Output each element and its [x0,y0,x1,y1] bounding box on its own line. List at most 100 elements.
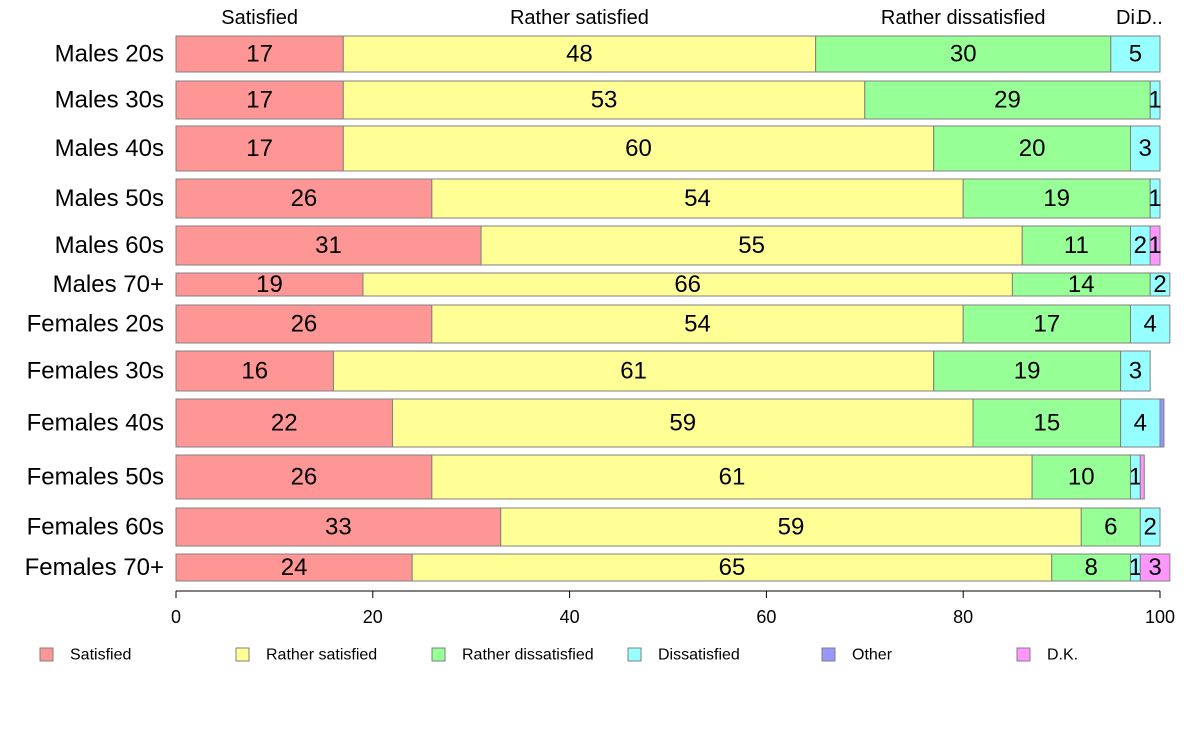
bar-rather-satisfied-males-20s [342,35,817,73]
bar-rather-dissatisfied-males-50s [962,178,1151,219]
value-label-rather-satisfied-males-30s: 53 [591,87,618,114]
value-label-satisfied-females-60s: 33 [325,514,352,541]
value-label-dissatisfied-males-20s: 5 [1129,41,1142,68]
bar-dissatisfied-males-30s [1149,80,1161,120]
legend-label-d-k: D.K. [1047,647,1078,664]
category-label-males-60s: Males 60s [55,232,164,259]
bar-dissatisfied-females-40s [1120,398,1161,448]
top-label-2: Rather dissatisfied [881,7,1046,29]
x-axis: 0 20 40 60 80 100 [171,590,1175,627]
x-tick-label-60: 60 [756,607,776,627]
value-label-rather-satisfied-females-60s: 59 [778,514,805,541]
value-label-rather-dissatisfied-females-20s: 17 [1033,311,1060,338]
value-label-satisfied-males-20s: 17 [246,41,273,68]
top-label-1: Rather satisfied [510,7,649,29]
x-tick-label-20: 20 [363,607,383,627]
legend-swatch-rather-satisfied [235,647,250,662]
value-label-satisfied-females-20s: 26 [291,311,318,338]
category-label-females-70: Females 70+ [25,554,164,581]
bar-rather-dissatisfied-males-30s [864,80,1151,120]
bar-satisfied-females-20s [175,304,433,344]
value-label-d-k-females-70: 3 [1148,554,1161,581]
bar-rather-satisfied-males-60s [480,225,1023,266]
bar-rather-dissatisfied-females-30s [933,350,1122,392]
bar-satisfied-males-40s [175,125,344,172]
category-label-females-30s: Females 30s [27,358,164,385]
value-label-rather-satisfied-males-50s: 54 [684,185,711,212]
value-label-d-k-males-60s: 1 [1148,232,1161,259]
value-label-satisfied-females-50s: 26 [291,464,318,491]
value-label-rather-dissatisfied-males-30s: 29 [994,87,1021,114]
value-label-rather-satisfied-males-60s: 55 [738,232,765,259]
bar-satisfied-females-40s [175,398,393,448]
bar-rather-satisfied-males-40s [342,125,935,172]
value-label-satisfied-females-70: 24 [281,554,308,581]
bar-satisfied-females-50s [175,454,433,500]
value-label-dissatisfied-females-70: 1 [1129,554,1142,581]
bar-dissatisfied-females-30s [1120,350,1151,392]
value-label-rather-dissatisfied-females-40s: 15 [1033,410,1060,437]
top-series-labels: Satisfied Rather satisfied Rather dissatis… [221,7,1163,29]
bar-rather-dissatisfied-females-60s [1080,507,1141,547]
category-label-males-70: Males 70+ [53,271,164,298]
bar-rather-dissatisfied-males-60s [1021,225,1131,266]
value-label-dissatisfied-females-40s: 4 [1134,410,1147,437]
category-label-females-50s: Females 50s [27,464,164,491]
bar-satisfied-males-30s [175,80,344,120]
value-label-dissatisfied-males-60s: 2 [1134,232,1147,259]
value-label-dissatisfied-females-60s: 2 [1143,514,1156,541]
bar-dissatisfied-females-60s [1139,507,1161,547]
value-label-rather-dissatisfied-females-50s: 10 [1068,464,1095,491]
value-label-rather-satisfied-females-50s: 61 [719,464,746,491]
category-label-females-40s: Females 40s [27,410,164,437]
bar-rather-dissatisfied-females-50s [1031,454,1131,500]
legend: Satisfied Rather satisfied Rather dissatis… [39,647,1078,664]
value-label-rather-satisfied-females-40s: 59 [669,410,696,437]
value-label-satisfied-males-70: 19 [256,271,283,298]
bar-satisfied-females-60s [175,507,502,547]
bar-satisfied-males-50s [175,178,433,219]
category-label-males-40s: Males 40s [55,135,164,162]
category-label-females-20s: Females 20s [27,311,164,338]
category-label-males-30s: Males 30s [55,87,164,114]
bar-rather-satisfied-females-50s [431,454,1033,500]
bar-rather-dissatisfied-females-70 [1051,553,1131,582]
bar-d-k-females-50s [1139,454,1145,500]
value-label-satisfied-males-50s: 26 [291,185,318,212]
value-label-rather-satisfied-females-20s: 54 [684,311,711,338]
legend-swatch-rather-dissatisfied [431,647,446,662]
value-label-rather-satisfied-males-40s: 60 [625,135,652,162]
value-label-rather-dissatisfied-males-70: 14 [1068,271,1095,298]
value-label-rather-dissatisfied-males-50s: 19 [1043,185,1070,212]
legend-swatch-other [821,647,836,662]
value-label-rather-dissatisfied-males-40s: 20 [1019,135,1046,162]
legend-swatch-dissatisfied [627,647,642,662]
bar-satisfied-females-30s [175,350,334,392]
bar-dissatisfied-males-40s [1129,125,1161,172]
value-label-satisfied-males-60s: 31 [315,232,342,259]
value-label-rather-dissatisfied-females-60s: 6 [1104,514,1117,541]
top-label-3: Di.. [1116,7,1146,29]
value-label-dissatisfied-males-40s: 3 [1139,135,1152,162]
legend-label-satisfied: Satisfied [70,647,131,664]
value-label-satisfied-males-40s: 17 [246,135,273,162]
value-label-dissatisfied-females-20s: 4 [1143,311,1156,338]
category-label-females-60s: Females 60s [27,514,164,541]
category-label-males-20s: Males 20s [55,41,164,68]
value-label-rather-satisfied-females-70: 65 [719,554,746,581]
value-label-satisfied-females-40s: 22 [271,410,298,437]
bar-d-k-males-60s [1149,225,1161,266]
category-label-males-50s: Males 50s [55,185,164,212]
value-label-dissatisfied-males-70: 2 [1153,271,1166,298]
value-label-rather-dissatisfied-females-30s: 19 [1014,358,1041,385]
value-label-rather-dissatisfied-males-60s: 11 [1064,232,1089,259]
x-tick-label-100: 100 [1145,607,1175,627]
bar-rather-satisfied-females-30s [332,350,935,392]
bar-satisfied-females-70 [175,553,413,582]
x-tick-label-40: 40 [560,607,580,627]
value-label-dissatisfied-males-50s: 1 [1148,185,1161,212]
value-label-rather-satisfied-males-20s: 48 [566,41,593,68]
value-label-rather-dissatisfied-females-70: 8 [1084,554,1097,581]
bar-rather-dissatisfied-females-20s [962,304,1131,344]
top-label-4: D.. [1137,7,1163,29]
